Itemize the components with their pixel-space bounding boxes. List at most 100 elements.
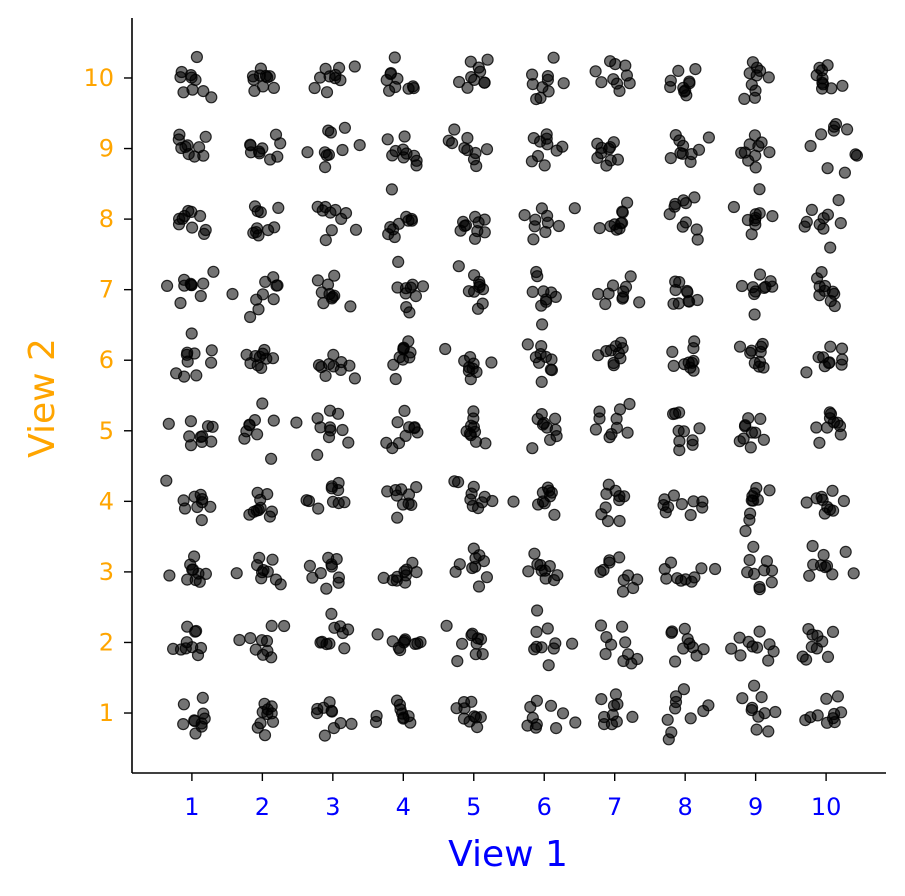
scatter-point bbox=[568, 202, 581, 215]
scatter-point bbox=[327, 721, 340, 735]
scatter-point bbox=[176, 212, 189, 225]
scatter-point bbox=[371, 628, 384, 641]
x-tick-label: 7 bbox=[607, 793, 622, 821]
scatter-point bbox=[252, 303, 265, 316]
scatter-point bbox=[684, 508, 697, 522]
scatter-point bbox=[669, 197, 682, 211]
scatter-point bbox=[198, 227, 211, 240]
scatter-point bbox=[162, 417, 175, 430]
scatter-point bbox=[311, 702, 324, 716]
scatter-point bbox=[527, 233, 540, 246]
scatter-point bbox=[468, 710, 481, 723]
scatter-point bbox=[396, 498, 410, 511]
scatter-point bbox=[185, 327, 198, 340]
scatter-point bbox=[244, 146, 258, 159]
scatter-point bbox=[749, 161, 762, 174]
scatter-point bbox=[687, 495, 700, 508]
scatter-point bbox=[244, 357, 257, 370]
scatter-point bbox=[820, 692, 833, 705]
scatter-point bbox=[249, 643, 262, 656]
y-tick-label: 4 bbox=[99, 487, 114, 515]
scatter-point bbox=[161, 279, 174, 292]
scatter-point bbox=[332, 407, 345, 420]
scatter-point bbox=[676, 139, 690, 152]
scatter-point bbox=[541, 216, 555, 229]
scatter-point bbox=[536, 418, 550, 431]
scatter-point bbox=[591, 287, 605, 301]
x-tick-label: 3 bbox=[325, 793, 340, 821]
y-tick-label: 5 bbox=[99, 417, 114, 445]
scatter-point bbox=[177, 494, 190, 507]
scatter-point bbox=[751, 493, 764, 506]
scatter-point bbox=[804, 139, 817, 153]
scatter-point bbox=[256, 288, 269, 301]
scatter-point bbox=[762, 725, 775, 738]
scatter-point bbox=[624, 270, 637, 283]
scatter-point bbox=[663, 208, 676, 221]
scatter-point bbox=[204, 500, 217, 513]
scatter-point bbox=[256, 142, 269, 155]
scatter-point bbox=[264, 153, 277, 166]
scatter-point bbox=[766, 280, 779, 293]
scatter-point bbox=[543, 433, 557, 446]
scatter-point bbox=[620, 196, 634, 209]
scatter-point bbox=[185, 71, 198, 84]
x-tick-label: 5 bbox=[466, 793, 481, 821]
scatter-point bbox=[472, 502, 485, 515]
scatter-point bbox=[526, 285, 539, 298]
scatter-point bbox=[507, 495, 520, 508]
scatter-point bbox=[253, 551, 266, 564]
scatter-point bbox=[763, 146, 776, 159]
scatter-point bbox=[181, 620, 194, 633]
scatter-point bbox=[541, 73, 555, 87]
scatter-point bbox=[839, 545, 852, 559]
scatter-point bbox=[197, 277, 210, 290]
scatter-point bbox=[399, 633, 412, 646]
scatter-point bbox=[727, 200, 741, 214]
scatter-point bbox=[458, 142, 471, 155]
scatter-point bbox=[244, 310, 257, 324]
scatter-point bbox=[472, 580, 486, 593]
scatter-point bbox=[748, 287, 761, 301]
scatter-point bbox=[619, 59, 632, 72]
scatter-point bbox=[465, 70, 478, 84]
scatter-point bbox=[485, 356, 498, 369]
scatter-point bbox=[410, 565, 423, 579]
scatter-point bbox=[400, 301, 413, 314]
y-ticks: 1 2 3 4 5 6 7 8 9 10 bbox=[83, 64, 132, 727]
scatter-point bbox=[600, 159, 613, 172]
scatter-point bbox=[691, 233, 704, 246]
scatter-point bbox=[666, 345, 679, 358]
scatter-point bbox=[416, 280, 430, 293]
scatter-point bbox=[685, 575, 698, 588]
scatter-point bbox=[248, 84, 261, 98]
scatter-point bbox=[230, 567, 243, 580]
scatter-point bbox=[452, 260, 465, 273]
scatter-point bbox=[754, 345, 767, 358]
scatter-point bbox=[758, 707, 771, 720]
scatter-point bbox=[816, 493, 829, 506]
scatter-point bbox=[599, 297, 612, 311]
scatter-point bbox=[460, 425, 473, 438]
scatter-point bbox=[266, 715, 280, 728]
scatter-point bbox=[383, 84, 396, 97]
scatter-point bbox=[314, 566, 327, 580]
scatter-point bbox=[690, 223, 703, 236]
scatter-point bbox=[327, 348, 340, 361]
scatter-point bbox=[603, 556, 616, 569]
scatter-point bbox=[545, 364, 559, 377]
scatter-point bbox=[736, 692, 749, 705]
scatter-point bbox=[687, 342, 700, 355]
scatter-point bbox=[684, 712, 697, 725]
scatter-point bbox=[767, 645, 780, 658]
scatter-point bbox=[594, 565, 607, 579]
scatter-point bbox=[531, 149, 545, 163]
scatter-point bbox=[810, 421, 823, 434]
scatter-point bbox=[743, 553, 756, 567]
scatter-point bbox=[734, 649, 747, 662]
scatter-point bbox=[408, 422, 421, 435]
scatter-point bbox=[193, 575, 206, 588]
scatter-point bbox=[311, 448, 324, 461]
scatter-point bbox=[684, 155, 697, 168]
scatter-point bbox=[826, 484, 839, 497]
